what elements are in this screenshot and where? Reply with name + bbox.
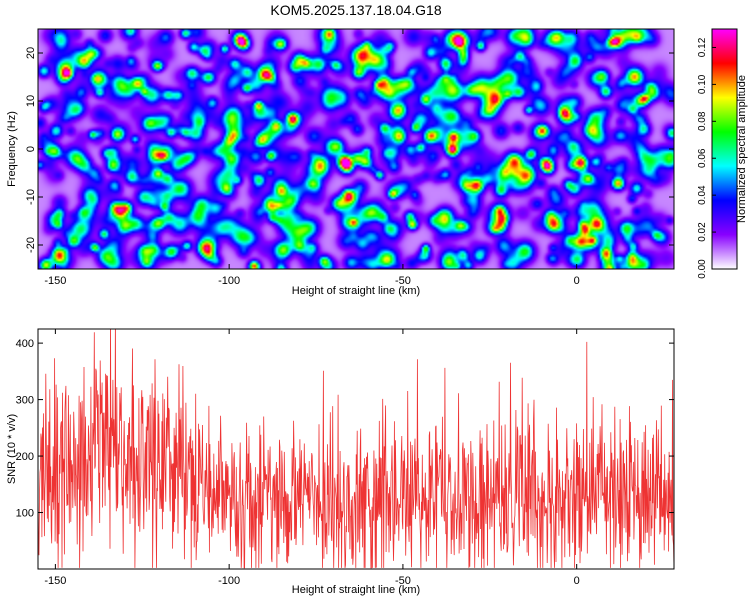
colorbar-ticks: 0.00 0.02 0.04 0.06 0.08 0.10 0.12 <box>697 37 716 279</box>
spectrogram-image <box>38 29 674 269</box>
spectrogram-x-axis-label: Height of straight line (km) <box>292 285 420 297</box>
y-tick-label: 0 <box>25 146 37 152</box>
x-tick-label: -50 <box>395 275 411 287</box>
x-tick-label: -50 <box>395 575 411 587</box>
colorbar-gradient <box>711 28 738 270</box>
colorbar-tick-label: 0.02 <box>697 222 708 242</box>
snr-x-ticks: -150 -100 -50 0 <box>44 329 580 587</box>
colorbar: 0.00 0.02 0.04 0.06 0.08 0.10 0.12 Normalized … <box>697 28 748 279</box>
colorbar-tick-label: 0.08 <box>697 111 708 131</box>
y-tick-label: 300 <box>16 395 34 407</box>
snr-x-axis-label: Height of straight line (km) <box>292 584 420 596</box>
spectrogram-y-axis-label: Frequency (Hz) <box>6 111 18 187</box>
colorbar-tick-label: 0.04 <box>697 185 708 205</box>
snr-y-axis-label: SNR (10 * v/v) <box>6 414 18 484</box>
x-tick-label: -150 <box>44 575 66 587</box>
snr-panel: -150 -100 -50 0 100 200 300 400 Height of stra… <box>6 328 675 596</box>
snr-y-ticks: 100 200 300 400 <box>16 338 674 520</box>
snr-series-line <box>38 329 674 569</box>
snr-frame <box>37 328 675 570</box>
x-tick-label: -150 <box>44 275 66 287</box>
x-tick-label: -100 <box>218 275 240 287</box>
y-tick-label: 100 <box>16 508 34 520</box>
y-tick-label: 10 <box>25 95 37 107</box>
colorbar-label: Normalized spectral amplitude <box>736 75 748 223</box>
colorbar-tick-label: 0.00 <box>697 259 708 279</box>
y-tick-label: 200 <box>16 451 34 463</box>
y-tick-label: 20 <box>25 47 37 59</box>
spectrogram-x-ticks: -150 -100 -50 0 <box>44 29 580 287</box>
x-tick-label: 0 <box>574 575 580 587</box>
spectrogram-y-ticks: -20 -10 0 10 20 <box>25 47 674 253</box>
y-tick-label: -10 <box>25 189 37 205</box>
colorbar-tick-label: 0.10 <box>697 74 708 94</box>
y-tick-label: -20 <box>25 237 37 253</box>
colorbar-tick-label: 0.12 <box>697 37 708 57</box>
x-tick-label: 0 <box>574 275 580 287</box>
figure-title: KOM5.2025.137.18.04.G18 <box>270 2 441 18</box>
y-tick-label: 400 <box>16 338 34 350</box>
x-tick-label: -100 <box>218 575 240 587</box>
colorbar-tick-label: 0.06 <box>697 148 708 168</box>
